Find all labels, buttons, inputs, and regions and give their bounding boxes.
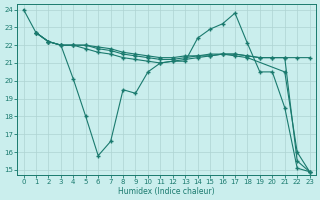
X-axis label: Humidex (Indice chaleur): Humidex (Indice chaleur) [118, 187, 215, 196]
